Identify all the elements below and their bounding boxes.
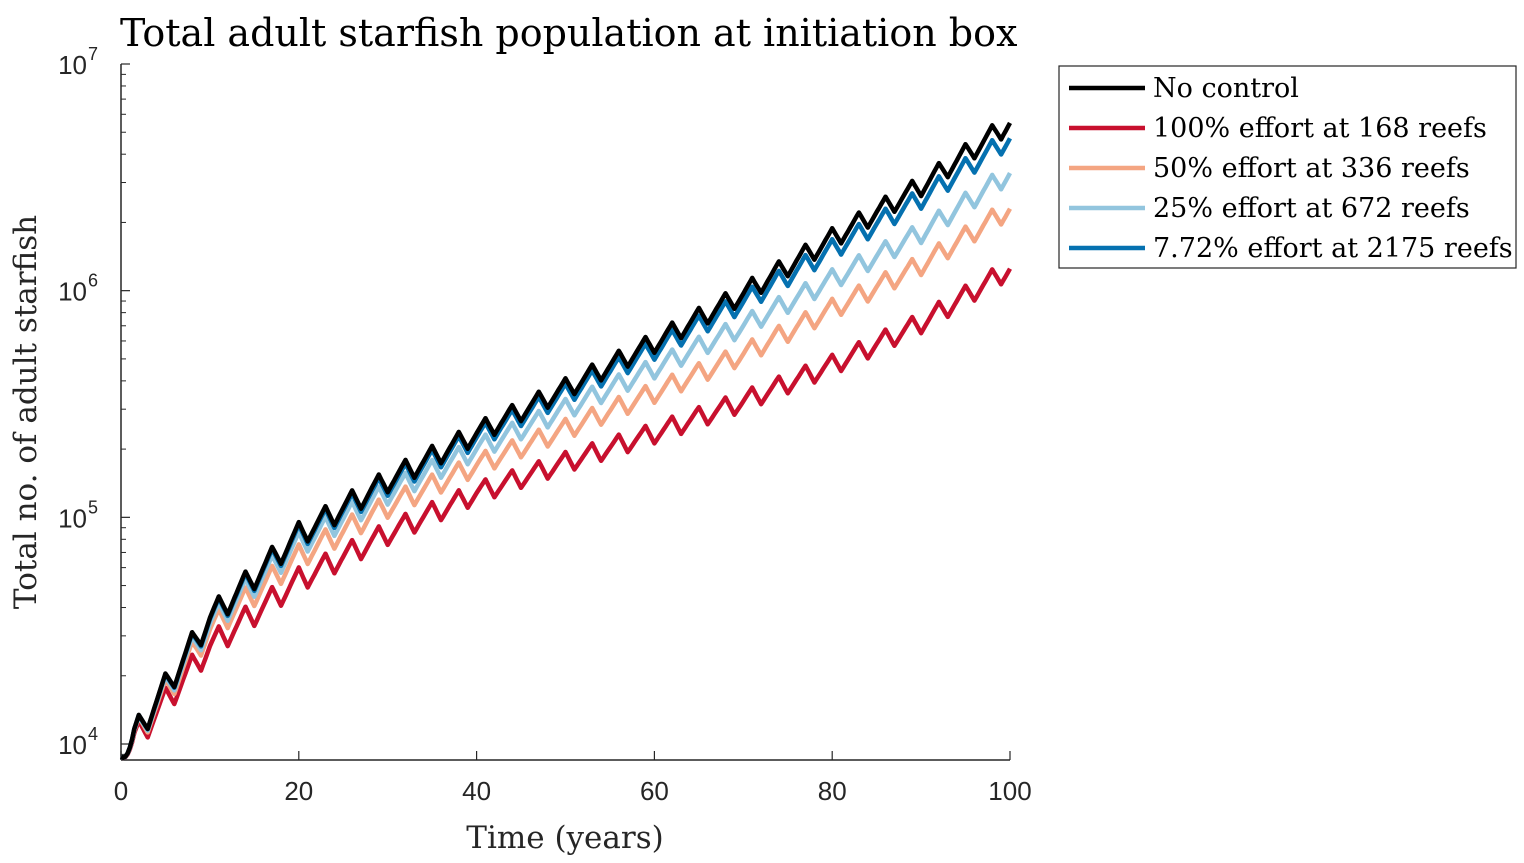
x-tick-label: 0 [114,776,128,806]
chart-title: Total adult starfish population at initi… [120,11,1017,55]
y-tick-label: 10 [58,503,87,533]
y-tick-label: 10 [58,730,87,760]
y-tick-exponent: 5 [88,497,98,517]
series-line [119,121,1012,761]
y-tick-label: 10 [58,277,87,307]
x-tick-label: 40 [462,776,491,806]
x-ticks: 0 20 40 60 80 100 [114,751,1032,806]
series-group [119,121,1012,761]
legend-label: 25% effort at 672 reefs [1153,193,1470,224]
axes [120,64,1010,761]
y-axis-label: Total no. of adult starfish [8,215,44,609]
series-line [119,207,1012,761]
x-tick-label: 20 [284,776,313,806]
x-tick-label: 80 [818,776,847,806]
legend-label: 7.72% effort at 2175 reefs [1153,233,1513,264]
y-tick-label: 10 [58,50,87,80]
x-tick-label: 100 [988,776,1031,806]
legend-label: 100% effort at 168 reefs [1153,113,1487,144]
x-axis-label: Time (years) [466,820,663,856]
y-tick-exponent: 4 [88,724,98,744]
y-tick-exponent: 6 [88,271,98,291]
series-line [119,172,1012,761]
y-minor-ticks [121,73,126,755]
y-tick-exponent: 7 [88,44,98,64]
legend-label: No control [1153,73,1299,104]
legend-label: 50% effort at 336 reefs [1153,153,1470,184]
legend: No control 100% effort at 168 reefs 50% ef… [1058,65,1517,269]
series-line [119,267,1012,761]
series-line [119,137,1012,761]
x-tick-label: 60 [640,776,669,806]
